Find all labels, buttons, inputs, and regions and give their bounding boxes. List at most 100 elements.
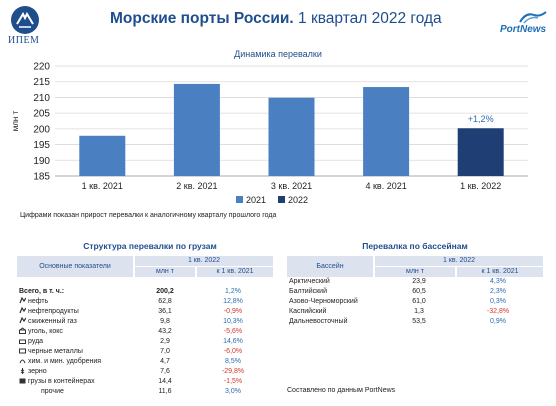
- basin-value: 61,0: [412, 298, 426, 305]
- cargo-table-row: Всего, в т. ч.: 200,2 1,2%: [17, 287, 273, 297]
- cargo-table-row: грузы в контейнерах 14,4 -1,5%: [17, 377, 273, 387]
- cargo-change: 14,6%: [223, 338, 243, 345]
- ipem-logo-text: ИПЕМ: [8, 35, 40, 46]
- ore-icon: [19, 339, 26, 344]
- legend-label: 2021: [246, 195, 266, 205]
- y-axis-label: млн т: [11, 110, 20, 131]
- cargo-table-row: зерно 7,6 -29,8%: [17, 367, 273, 377]
- cargo-value: 7,0: [160, 348, 170, 355]
- cargo-table-row: уголь, кокс 43,2 -5,6%: [17, 327, 273, 337]
- y-tick-label: 195: [33, 140, 50, 151]
- cargo-change: -6,0%: [223, 348, 243, 355]
- portnews-logo: PortNews: [500, 10, 552, 40]
- cargo-table-row: прочие 11,6 3,0%: [17, 387, 273, 397]
- cargo-change: 8,5%: [225, 358, 241, 365]
- cargo-col-value-header: млн т: [135, 267, 195, 277]
- basin-period-header: 1 кв. 2022: [375, 256, 543, 266]
- basin-table-row: Балтийский 60,5 2,3%: [287, 287, 543, 297]
- basin-table-row: Каспийский 1,3 -32,8%: [287, 307, 543, 317]
- cargo-table-row: нефтепродукты 36,1 -0,9%: [17, 307, 273, 317]
- cargo-change: -1,5%: [223, 378, 243, 385]
- ipem-emblem-icon: [11, 6, 39, 34]
- gas-icon: [19, 317, 26, 324]
- cargo-name: грузы в контейнерах: [19, 377, 129, 387]
- x-tick-label: 4 кв. 2021: [365, 181, 406, 191]
- cargo-col-change-header: к 1 кв. 2021: [197, 267, 273, 277]
- bar: [363, 87, 410, 176]
- cargo-name-text: уголь, кокс: [28, 328, 63, 335]
- portnews-logo-text: PortNews: [500, 24, 547, 35]
- basin-name: Арктический: [289, 278, 330, 285]
- legend-swatch: [236, 196, 243, 203]
- basin-change: 4,3%: [490, 278, 506, 285]
- cargo-value: 7,6: [160, 368, 170, 375]
- cargo-change: 10,3%: [223, 318, 243, 325]
- cargo-name-text: руда: [28, 338, 44, 345]
- cargo-period-header: 1 кв. 2022: [135, 256, 273, 266]
- cargo-name-text: нефтепродукты: [28, 308, 79, 315]
- bar: [457, 128, 504, 176]
- x-tick-label: 2 кв. 2021: [176, 181, 217, 191]
- y-tick-label: 210: [33, 93, 50, 104]
- y-tick-label: 220: [33, 62, 50, 73]
- cargo-name-text: Всего, в т. ч.:: [19, 288, 65, 295]
- chart-title: Динамика перевалки: [234, 49, 322, 59]
- bar: [268, 97, 315, 176]
- cargo-name: хим. и мин. удобрения: [19, 357, 129, 367]
- basin-change: 2,3%: [490, 288, 506, 295]
- coal-icon: [19, 327, 26, 334]
- cargo-name-text: прочие: [41, 388, 64, 395]
- basin-table-row: Азово-Черноморский 61,0 0,3%: [287, 297, 543, 307]
- legend-swatch: [278, 196, 285, 203]
- basin-value: 1,3: [414, 308, 424, 315]
- basin-col-value-header: млн т: [375, 267, 455, 277]
- cargo-table-row: нефть 62,8 12,8%: [17, 297, 273, 307]
- cargo-value: 2,9: [160, 338, 170, 345]
- cargo-name: уголь, кокс: [19, 327, 129, 337]
- cargo-table-row: хим. и мин. удобрения 4,7 8,5%: [17, 357, 273, 367]
- page-title: Морские порты России. 1 квартал 2022 год…: [110, 10, 442, 28]
- cargo-value: 43,2: [158, 328, 172, 335]
- cargo-value: 4,7: [160, 358, 170, 365]
- grain-icon: [20, 368, 25, 374]
- bar: [79, 135, 126, 176]
- cargo-name-text: хим. и мин. удобрения: [28, 358, 102, 365]
- cargo-change: 12,8%: [223, 298, 243, 305]
- basin-name: Каспийский: [289, 308, 327, 315]
- basin-table-title: Перевалка по бассейнам: [362, 241, 468, 251]
- legend-label: 2022: [288, 195, 308, 205]
- basin-table-row: Дальневосточный 53,5 0,9%: [287, 317, 543, 327]
- cargo-name-text: нефть: [28, 298, 49, 305]
- cargo-name: зерно: [19, 367, 129, 377]
- y-tick-label: 190: [33, 156, 50, 167]
- cargo-value: 36,1: [158, 308, 172, 315]
- x-tick-label: 1 кв. 2022: [460, 181, 501, 191]
- cargo-change: -29,8%: [221, 368, 245, 375]
- basin-change: -32,8%: [486, 308, 510, 315]
- basin-change: 0,3%: [490, 298, 506, 305]
- basin-value: 23,9: [412, 278, 426, 285]
- page-title-bold: Морские порты России.: [110, 10, 294, 27]
- bar-annotation: +1,2%: [468, 114, 494, 124]
- cargo-change: 3,0%: [225, 388, 241, 395]
- page-title-rest: 1 квартал 2022 года: [293, 10, 442, 27]
- basin-value: 60,5: [412, 288, 426, 295]
- cargo-value: 14,4: [158, 378, 172, 385]
- x-tick-label: 3 кв. 2021: [271, 181, 312, 191]
- cargo-col-name-header: Основные показатели: [17, 256, 133, 277]
- cargo-value: 9,8: [160, 318, 170, 325]
- cargo-change: -5,6%: [223, 328, 243, 335]
- portnews-wave-icon: [519, 11, 547, 24]
- cargo-change: 1,2%: [225, 288, 241, 295]
- cargo-name: руда: [19, 337, 129, 347]
- y-tick-label: 185: [33, 172, 50, 183]
- cargo-value: 11,6: [158, 388, 172, 395]
- cargo-name-text: сжиженный газ: [28, 318, 77, 325]
- x-tick-label: 1 кв. 2021: [82, 181, 123, 191]
- cargo-name: сжиженный газ: [19, 317, 129, 327]
- source-note: Составлено по данным PortNews: [287, 387, 396, 394]
- y-tick-label: 215: [33, 77, 50, 88]
- cargo-table-row: сжиженный газ 9,8 10,3%: [17, 317, 273, 327]
- cargo-table-row: черные металлы 7,0 -6,0%: [17, 347, 273, 357]
- ipem-logo: ИПЕМ: [6, 6, 46, 46]
